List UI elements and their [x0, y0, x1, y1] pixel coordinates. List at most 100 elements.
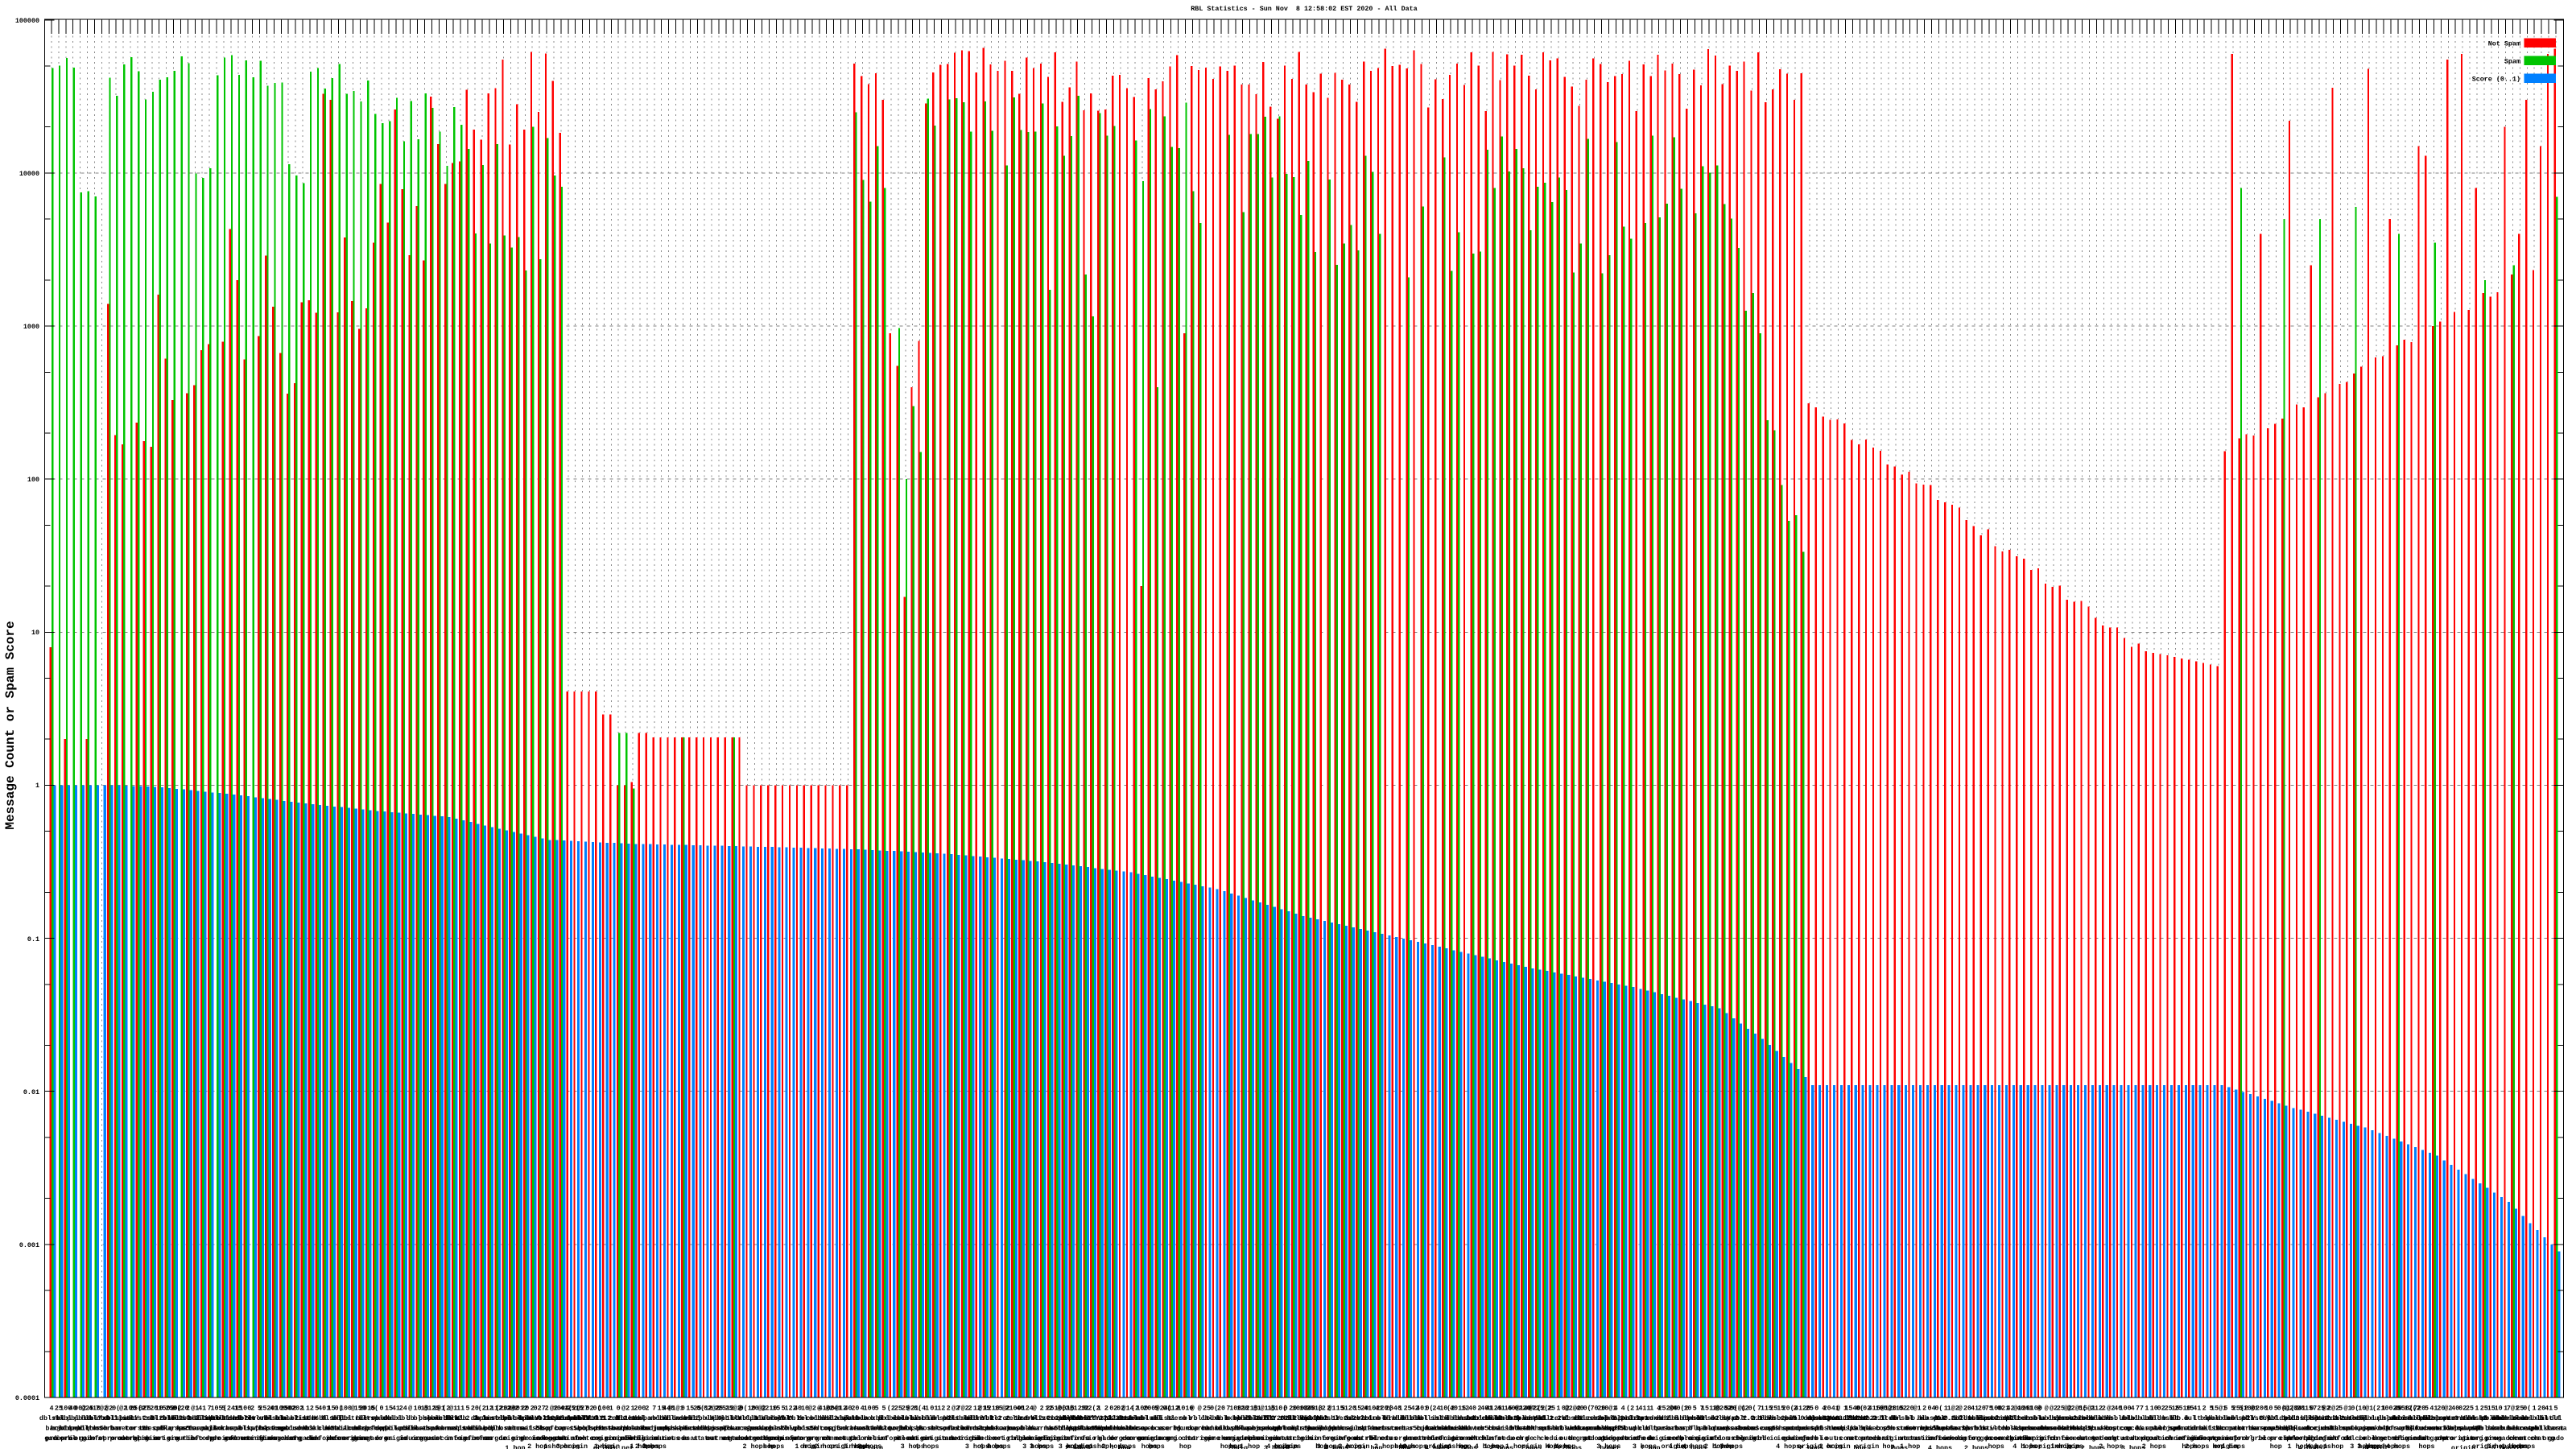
svg-text:b.b: b.b: [1517, 1414, 1529, 1422]
svg-text:mail: mail: [201, 1425, 217, 1433]
svg-text:wpblsorbs: wpblsorbs: [277, 1425, 313, 1433]
svg-text:hop: hop: [1229, 1443, 1241, 1449]
svg-text:bar: bar: [2248, 1425, 2260, 1433]
svg-text:s5hhost: s5hhost: [1523, 1425, 1551, 1433]
svg-text:7: 7: [652, 1405, 656, 1413]
svg-text:dnsbl: dnsbl: [1527, 1414, 1547, 1422]
svg-text:barcud: barcud: [1704, 1425, 1728, 1433]
svg-text:uce: uce: [2428, 1425, 2440, 1433]
svg-text:sps: sps: [2169, 1425, 2182, 1433]
svg-text:(241: (241: [223, 1405, 239, 1413]
svg-text:@25: @25: [81, 1405, 93, 1413]
svg-text:2: 2: [2102, 1405, 2106, 1413]
svg-text:com: com: [1904, 1435, 1916, 1443]
svg-text:lt: lt: [952, 1414, 960, 1422]
svg-text:4125: 4125: [1486, 1405, 1502, 1413]
svg-text:200: 200: [2256, 1405, 2268, 1413]
svg-text:info: info: [1335, 1435, 1351, 1443]
svg-text:rbl: rbl: [261, 1414, 273, 1422]
svg-text:rbl: rbl: [2241, 1435, 2253, 1443]
svg-text:net: net: [835, 1435, 847, 1443]
svg-text:4 hops: 4 hops: [2298, 1444, 2322, 1449]
svg-text:tor: tor: [1653, 1425, 1665, 1433]
svg-text:Y.2.2.2.1: Y.2.2.2.1: [449, 1414, 485, 1422]
svg-text:dnsblbla: dnsblbla: [2102, 1414, 2134, 1422]
svg-text:cud: cud: [1624, 1425, 1637, 1433]
svg-text:atnet: atnet: [1620, 1435, 1641, 1443]
svg-text:host: host: [51, 1425, 67, 1433]
svg-text:401: 401: [1480, 1405, 1492, 1413]
svg-text:mail: mail: [2196, 1425, 2212, 1433]
svg-text:02: 02: [585, 1405, 593, 1413]
svg-text:orgnet: orgnet: [807, 1435, 832, 1443]
svg-text:pbl: pbl: [1732, 1414, 1744, 1422]
svg-text:pbl: pbl: [2377, 1414, 2389, 1422]
svg-text:20: 20: [1360, 1405, 1368, 1413]
svg-text:ublcbl: ublcbl: [427, 1414, 451, 1422]
svg-text:spfcop: spfcop: [542, 1425, 566, 1433]
svg-text:blksps: blksps: [2005, 1425, 2029, 1433]
svg-text:ioedu: ioedu: [2065, 1435, 2085, 1443]
svg-text:com: com: [440, 1435, 452, 1443]
svg-text:dbl: dbl: [1696, 1414, 1708, 1422]
svg-text:hop: hop: [1545, 1443, 1557, 1449]
svg-text:@1: @1: [2343, 1405, 2351, 1413]
svg-text:pro: pro: [1617, 1435, 1629, 1443]
svg-text:25100: 25100: [2022, 1405, 2042, 1413]
svg-text:origin: origin: [2027, 1435, 2051, 1443]
svg-text:mail: mail: [517, 1425, 533, 1433]
svg-text:org: org: [1955, 1435, 1967, 1443]
svg-text:150: 150: [354, 1405, 366, 1413]
svg-text:rbl: rbl: [1710, 1435, 1722, 1443]
svg-text:orgde: orgde: [1971, 1435, 1992, 1443]
svg-text:blabl: blabl: [1383, 1414, 1403, 1422]
svg-text:barbar: barbar: [1654, 1425, 1678, 1433]
svg-text:usout: usout: [781, 1435, 801, 1443]
svg-text:edu: edu: [2019, 1435, 2031, 1443]
svg-text:com: com: [268, 1435, 280, 1443]
svg-text:pbldnsbl: pbldnsbl: [1104, 1414, 1137, 1422]
svg-text:cops5h: cops5h: [1604, 1425, 1628, 1433]
svg-text:(202: (202: [496, 1405, 512, 1413]
svg-text:3 hops: 3 hops: [901, 1443, 925, 1449]
svg-text:nethost: nethost: [1049, 1425, 1077, 1433]
svg-text:com: com: [1251, 1435, 1263, 1443]
svg-text:1 hop: 1 hop: [630, 1443, 650, 1449]
svg-text:zeroubl: zeroubl: [2054, 1414, 2082, 1422]
svg-text:net: net: [921, 1435, 933, 1443]
svg-text:barhost: barhost: [612, 1425, 640, 1433]
svg-text:02: 02: [1117, 1405, 1125, 1413]
svg-text:abusebar: abusebar: [2037, 1425, 2070, 1433]
svg-text:20(: 20(: [1782, 1405, 1794, 1413]
svg-text:tors5h: tors5h: [126, 1425, 150, 1433]
svg-text:us: us: [1913, 1435, 1922, 1443]
svg-text:spfsorbs: spfsorbs: [2382, 1425, 2414, 1433]
svg-text:24: 24: [1432, 1405, 1440, 1413]
svg-text:rblpbl: rblpbl: [492, 1414, 516, 1422]
svg-text:mail: mail: [402, 1425, 419, 1433]
svg-text:Y.0.1: Y.0.1: [1864, 1414, 1885, 1422]
svg-text:origin: origin: [1690, 1435, 1714, 1443]
svg-text:10025: 10025: [2380, 1405, 2401, 1413]
svg-text:rbl: rbl: [1761, 1414, 1773, 1422]
svg-text:origin: origin: [1740, 1435, 1765, 1443]
svg-text:0(4: 0(4: [914, 1405, 926, 1413]
svg-text:torjunk: torjunk: [2154, 1425, 2182, 1433]
svg-text:netnet: netnet: [1410, 1435, 1435, 1443]
svg-text:web: web: [2492, 1425, 2504, 1433]
svg-text:027: 027: [534, 1405, 546, 1413]
svg-text:io: io: [399, 1435, 407, 1443]
svg-text:dulpbl: dulpbl: [2408, 1414, 2432, 1422]
svg-text:@1@1: @1@1: [667, 1405, 683, 1413]
svg-text:infoat: infoat: [1431, 1435, 1455, 1443]
svg-text:tor: tor: [1997, 1425, 2009, 1433]
svg-text:Y.2.2.2.1: Y.2.2.2.1: [1533, 1414, 1569, 1422]
svg-text:cud: cud: [1488, 1425, 1500, 1433]
svg-text:gadoat: gadoat: [1582, 1435, 1606, 1443]
svg-text:ucejunk: ucejunk: [1243, 1425, 1271, 1433]
svg-text:karmaweb: karmaweb: [1578, 1425, 1610, 1433]
svg-text:2512: 2512: [718, 1405, 734, 1413]
svg-text:bl: bl: [2301, 1414, 2309, 1422]
svg-text:blkspf: blkspf: [1596, 1425, 1620, 1433]
svg-text:sbl: sbl: [1179, 1414, 1191, 1422]
